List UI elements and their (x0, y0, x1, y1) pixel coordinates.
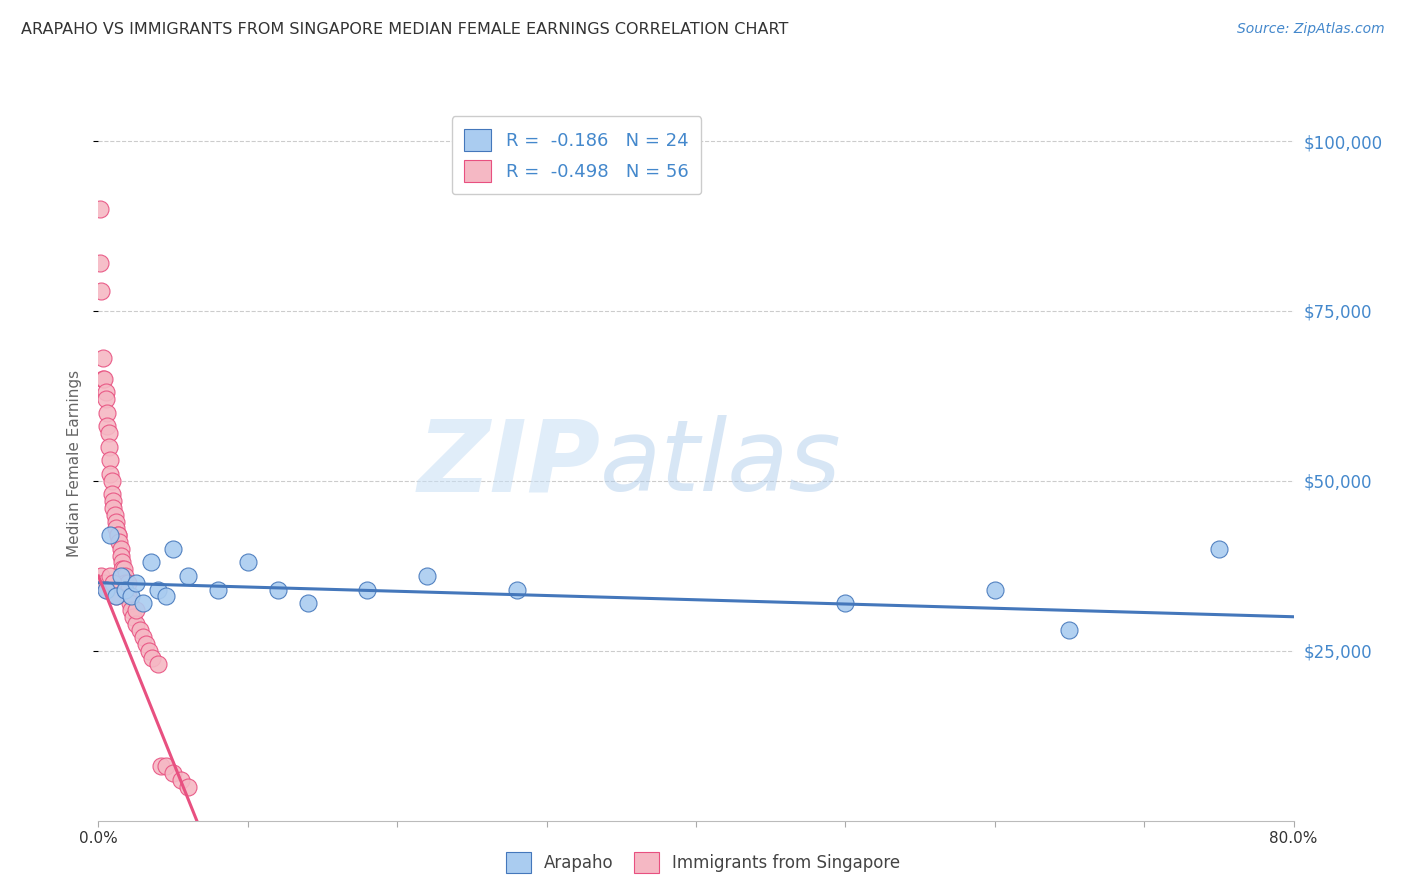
Point (1208, 541, 1230, 556)
Point (110, 541, 132, 556)
Point (107, 528, 129, 542)
Point (129, 624, 152, 638)
Text: Source: ZipAtlas.com: Source: ZipAtlas.com (1237, 22, 1385, 37)
Point (267, 582, 290, 597)
Point (110, 569, 132, 583)
Text: atlas: atlas (600, 416, 842, 512)
Point (155, 590, 177, 604)
Point (169, 772, 191, 787)
Point (100, 569, 122, 583)
Point (111, 562, 134, 576)
Point (117, 590, 139, 604)
Point (162, 541, 184, 556)
Point (114, 569, 136, 583)
Point (100, 528, 122, 542)
Point (834, 596, 856, 610)
Point (177, 780, 200, 794)
Point (96, 582, 118, 597)
Point (297, 596, 319, 610)
Point (118, 596, 141, 610)
Point (105, 521, 128, 535)
Point (115, 582, 138, 597)
Point (101, 487, 124, 501)
Point (207, 582, 229, 597)
Point (984, 582, 1007, 597)
Point (101, 474, 124, 488)
Point (100, 453, 122, 467)
Point (105, 590, 128, 604)
Point (114, 582, 136, 597)
Point (97, 426, 120, 441)
Text: ZIP: ZIP (418, 416, 600, 512)
Point (108, 535, 131, 549)
Legend: R =  -0.186   N = 24, R =  -0.498   N = 56: R = -0.186 N = 24, R = -0.498 N = 56 (451, 116, 702, 194)
Point (125, 575, 148, 590)
Point (107, 528, 129, 542)
Point (138, 644, 160, 658)
Point (94, 392, 117, 407)
Point (120, 590, 142, 604)
Point (114, 575, 136, 590)
Point (356, 582, 378, 597)
Point (100, 467, 122, 481)
Point (148, 582, 170, 597)
Point (236, 555, 259, 569)
Point (110, 549, 132, 563)
Point (103, 575, 125, 590)
Point (103, 494, 125, 508)
Legend: Arapaho, Immigrants from Singapore: Arapaho, Immigrants from Singapore (499, 846, 907, 880)
Point (94, 582, 117, 597)
Point (104, 508, 127, 522)
Point (132, 596, 155, 610)
Point (416, 569, 439, 583)
Point (177, 569, 200, 583)
Point (506, 582, 529, 597)
Point (103, 501, 125, 516)
Point (105, 590, 128, 604)
Point (97, 440, 120, 454)
Point (132, 630, 155, 644)
Point (125, 603, 148, 617)
Point (93, 372, 115, 386)
Point (121, 609, 143, 624)
Point (93, 575, 115, 590)
Point (89, 202, 111, 216)
Point (105, 515, 128, 529)
Point (112, 562, 135, 576)
Point (96, 419, 118, 434)
Point (90, 569, 112, 583)
Point (90, 284, 112, 298)
Point (135, 637, 157, 651)
Point (162, 766, 184, 780)
Y-axis label: Median Female Earnings: Median Female Earnings (67, 370, 83, 558)
Point (91, 372, 114, 386)
Point (139, 555, 162, 569)
Point (125, 616, 148, 631)
Point (141, 650, 163, 665)
Text: ARAPAHO VS IMMIGRANTS FROM SINGAPORE MEDIAN FEMALE EARNINGS CORRELATION CHART: ARAPAHO VS IMMIGRANTS FROM SINGAPORE MED… (21, 22, 789, 37)
Point (89, 256, 111, 270)
Point (155, 759, 177, 773)
Point (150, 759, 173, 773)
Point (148, 657, 170, 672)
Point (91, 351, 114, 366)
Point (111, 555, 134, 569)
Point (96, 406, 118, 420)
Point (94, 385, 117, 400)
Point (117, 575, 139, 590)
Point (120, 603, 142, 617)
Point (1059, 624, 1081, 638)
